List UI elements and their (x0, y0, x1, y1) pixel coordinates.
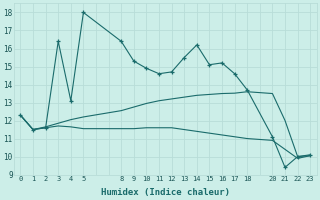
X-axis label: Humidex (Indice chaleur): Humidex (Indice chaleur) (101, 188, 230, 197)
